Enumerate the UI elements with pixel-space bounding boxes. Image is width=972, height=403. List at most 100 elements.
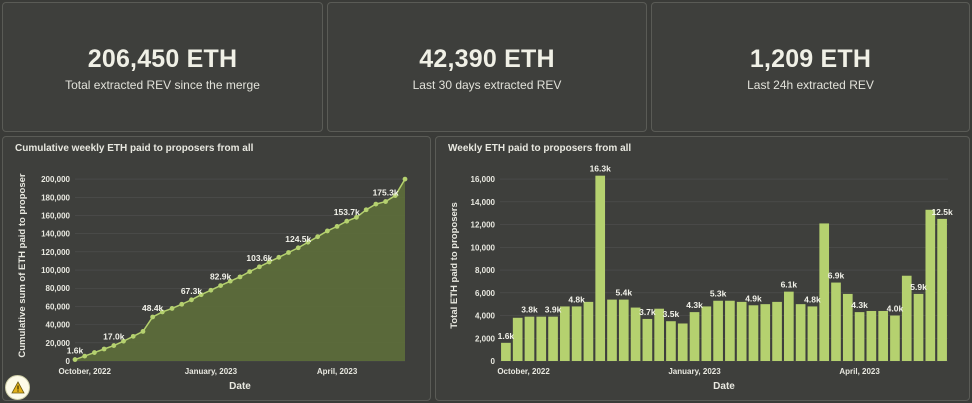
data-label: 48.4k <box>142 303 164 313</box>
data-point <box>363 207 369 213</box>
stat-label-30d: Last 30 days extracted REV <box>412 78 562 92</box>
warning-triangle-icon <box>11 381 25 394</box>
bar <box>642 318 653 361</box>
bar <box>524 316 535 361</box>
data-point <box>150 314 156 320</box>
x-axis-title: Date <box>229 381 251 392</box>
data-label: 3.5k <box>663 309 680 319</box>
x-tick-label: April, 2023 <box>317 367 358 376</box>
bar <box>607 299 617 361</box>
data-label: 3.8k <box>521 305 538 315</box>
bar <box>571 306 582 361</box>
bar <box>666 321 676 361</box>
data-point <box>159 309 165 315</box>
x-axis-title: Date <box>713 381 735 392</box>
cumulative-area <box>75 179 405 361</box>
data-label: 4.8k <box>804 294 821 304</box>
stat-card-total: 206,450 ETH Total extracted REV since th… <box>2 2 323 132</box>
data-label: 103.6k <box>246 253 272 263</box>
bar <box>795 304 806 361</box>
bar <box>878 310 888 361</box>
data-point <box>305 239 311 245</box>
y-tick-label: 16,000 <box>471 175 496 184</box>
data-label: 1.6k <box>498 331 515 341</box>
bar <box>913 293 924 361</box>
bar <box>736 301 747 361</box>
data-label: 3.9k <box>545 305 562 315</box>
bar <box>760 304 771 361</box>
weekly-chart: 0 2,000 4,000 6,000 8,000 10,000 12,000 14,000 1… <box>449 164 953 392</box>
stat-card-30d: 42,390 ETH Last 30 days extracted REV <box>327 2 647 132</box>
data-label: 153.7k <box>334 207 360 217</box>
bar <box>890 315 900 361</box>
data-point <box>169 306 175 311</box>
data-label: 17.0k <box>103 332 125 342</box>
bar <box>595 175 606 361</box>
data-point <box>334 223 340 229</box>
data-point <box>315 234 321 240</box>
data-point <box>247 269 253 274</box>
bar <box>618 299 629 361</box>
cumulative-chart-panel: Cumulative weekly ETH paid to proposers … <box>2 136 431 401</box>
bar <box>689 312 700 361</box>
warning-button[interactable] <box>5 375 30 400</box>
y-tick-label: 140,000 <box>41 230 70 239</box>
data-point <box>392 193 398 198</box>
data-label: 4.3k <box>851 300 868 310</box>
bar <box>784 291 794 361</box>
y-tick-label: 14,000 <box>471 198 496 207</box>
data-point <box>295 245 301 251</box>
data-point <box>383 199 388 204</box>
data-point <box>101 346 107 352</box>
data-label: 1.6k <box>67 346 84 356</box>
bar <box>654 308 664 361</box>
data-point <box>218 283 223 289</box>
weekly-chart-panel: Weekly ETH paid to proposers from all 0 2… <box>435 136 970 401</box>
data-point <box>130 333 136 339</box>
data-label: 82.9k <box>210 272 232 282</box>
bar <box>548 316 558 361</box>
y-tick-label: 80,000 <box>46 284 71 293</box>
bar <box>819 223 830 361</box>
data-point <box>257 264 262 270</box>
y-tick-label: 2,000 <box>475 334 496 343</box>
y-tick-label: 10,000 <box>471 243 496 252</box>
bar <box>630 307 641 361</box>
x-tick-label: October, 2022 <box>497 367 550 376</box>
data-point <box>227 278 233 284</box>
y-tick-label: 6,000 <box>475 289 496 298</box>
x-tick-label: January, 2023 <box>668 367 721 376</box>
data-label: 16.3k <box>590 164 612 174</box>
y-tick-label: 20,000 <box>46 339 71 348</box>
x-tick-label: April, 2023 <box>839 367 880 376</box>
data-label: 67.3k <box>181 286 203 296</box>
data-point <box>373 201 379 207</box>
data-point <box>72 357 78 362</box>
data-point <box>266 259 272 265</box>
data-point <box>276 254 282 260</box>
y-tick-label: 0 <box>66 357 71 366</box>
y-tick-label: 0 <box>491 357 496 366</box>
data-point <box>198 292 204 298</box>
y-tick-label: 60,000 <box>46 302 71 311</box>
weekly-chart-title: Weekly ETH paid to proposers from all <box>448 143 632 154</box>
bar <box>501 342 511 361</box>
data-label: 5.9k <box>910 282 927 292</box>
data-point <box>344 218 350 224</box>
stat-label-24h: Last 24h extracted REV <box>747 78 874 92</box>
bar <box>536 316 547 361</box>
data-label: 175.3k <box>373 188 399 198</box>
y-tick-label: 12,000 <box>471 221 496 230</box>
data-point <box>324 228 330 234</box>
data-point <box>354 214 359 220</box>
x-tick-label: January, 2023 <box>185 367 238 376</box>
stat-value-30d: 42,390 ETH <box>419 45 555 73</box>
bar <box>701 306 712 361</box>
bar <box>831 282 841 361</box>
stat-card-24h: 1,209 ETH Last 24h extracted REV <box>651 2 970 132</box>
bar <box>713 300 723 361</box>
stat-value-24h: 1,209 ETH <box>749 45 872 73</box>
stat-label-total: Total extracted REV since the merge <box>65 78 260 92</box>
data-point <box>208 287 214 293</box>
cumulative-chart: 0 20,000 40,000 60,000 80,000 100,000 120,000 1… <box>17 173 408 392</box>
